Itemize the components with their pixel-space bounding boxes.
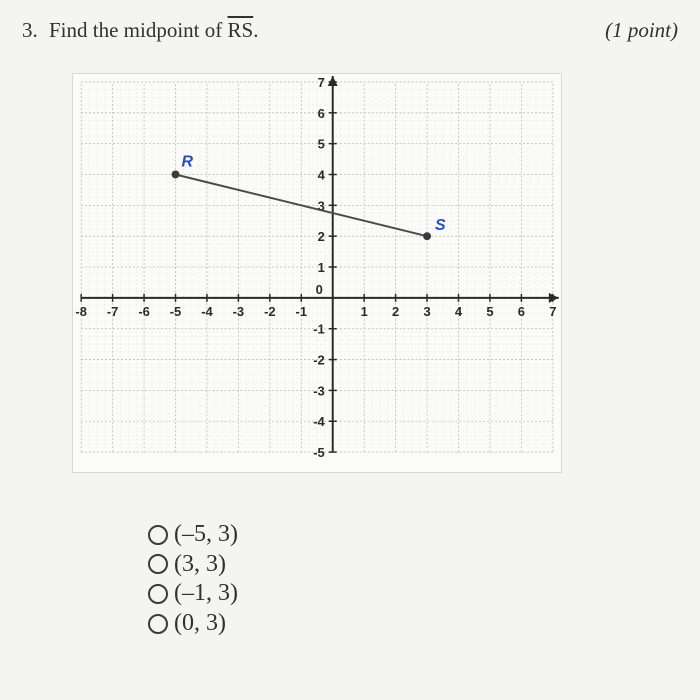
coordinate-grid: -8-7-6-5-4-3-2-101234567-5-4-3-2-1123456… (73, 74, 561, 472)
svg-text:-2: -2 (264, 304, 275, 319)
option-c[interactable]: (–1, 3) (148, 580, 686, 608)
svg-text:-4: -4 (201, 304, 213, 319)
svg-text:5: 5 (486, 304, 493, 319)
option-label: (–1, 3) (174, 580, 238, 608)
svg-text:-3: -3 (313, 383, 325, 398)
radio-icon (148, 554, 168, 574)
svg-text:-2: -2 (313, 353, 325, 368)
svg-text:-7: -7 (107, 304, 119, 319)
svg-text:1: 1 (318, 260, 325, 275)
svg-text:-8: -8 (75, 304, 87, 319)
option-label: (3, 3) (174, 551, 226, 579)
svg-text:6: 6 (518, 304, 525, 319)
option-label: (–5, 3) (174, 521, 238, 549)
option-d[interactable]: (0, 3) (148, 610, 686, 638)
svg-text:7: 7 (318, 75, 325, 90)
svg-text:-1: -1 (313, 322, 325, 337)
svg-text:1: 1 (361, 304, 368, 319)
radio-icon (148, 584, 168, 604)
svg-text:S: S (435, 217, 446, 234)
svg-text:R: R (181, 154, 193, 171)
radio-icon (148, 525, 168, 545)
question-number: 3. (22, 18, 38, 42)
svg-text:6: 6 (318, 106, 325, 121)
svg-text:-5: -5 (313, 445, 325, 460)
option-label: (0, 3) (174, 610, 226, 638)
svg-text:2: 2 (318, 229, 325, 244)
points-label: (1 point) (605, 18, 678, 43)
svg-text:7: 7 (549, 304, 556, 319)
svg-text:5: 5 (318, 137, 325, 152)
svg-text:4: 4 (455, 304, 463, 319)
svg-text:4: 4 (318, 167, 326, 182)
options-list: (–5, 3) (3, 3) (–1, 3) (0, 3) (148, 521, 686, 637)
question-prompt: Find the midpoint of (49, 18, 228, 42)
option-b[interactable]: (3, 3) (148, 551, 686, 579)
segment-label: RS (228, 18, 254, 42)
option-a[interactable]: (–5, 3) (148, 521, 686, 549)
question-header: 3. Find the midpoint of RS. (1 point) (14, 18, 686, 43)
page: 3. Find the midpoint of RS. (1 point) -8… (0, 0, 700, 700)
question-text: 3. Find the midpoint of RS. (22, 18, 258, 43)
graph-container: -8-7-6-5-4-3-2-101234567-5-4-3-2-1123456… (72, 73, 562, 473)
question-suffix: . (253, 18, 258, 42)
svg-text:-5: -5 (170, 304, 182, 319)
svg-text:0: 0 (316, 282, 323, 297)
svg-text:-4: -4 (313, 414, 325, 429)
svg-text:3: 3 (423, 304, 430, 319)
svg-text:-6: -6 (138, 304, 150, 319)
svg-text:-1: -1 (296, 304, 308, 319)
radio-icon (148, 614, 168, 634)
svg-text:2: 2 (392, 304, 399, 319)
svg-text:-3: -3 (233, 304, 245, 319)
